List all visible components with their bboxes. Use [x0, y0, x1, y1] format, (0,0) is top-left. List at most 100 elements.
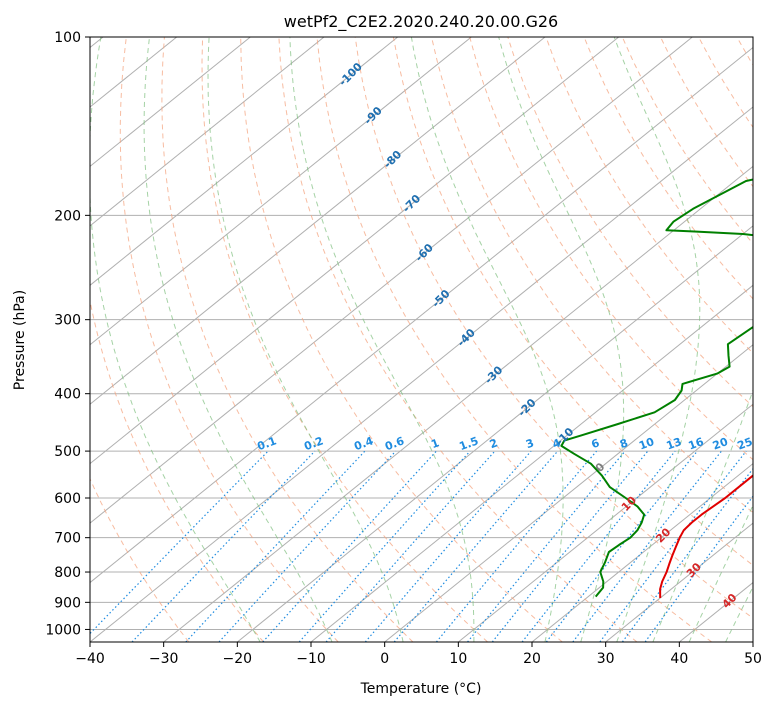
plot-background [90, 37, 753, 642]
isotherm--110 [90, 37, 325, 227]
mixing-ratio-line-9 [435, 450, 598, 642]
mixing-ratio-label-0: 0.1 [256, 434, 279, 453]
dry-adiabat-40 [316, 37, 713, 642]
y-tick-label-8: 900 [54, 595, 81, 611]
mixing-ratio-line-2 [185, 450, 366, 642]
x-tick-label-0: −40 [75, 651, 105, 667]
x-tick-label-7: 30 [597, 651, 615, 667]
moist-adiabat-40 [688, 504, 753, 642]
isotherm--60 [90, 37, 693, 524]
moist-adiabat-20 [410, 37, 564, 642]
isotherm-0 [384, 344, 753, 642]
mixing-ratio-line-4 [262, 450, 437, 642]
mixing-ratio-label-9: 6 [590, 436, 602, 451]
mixing-ratio-line-1 [131, 450, 316, 642]
plot-frame [89, 36, 754, 643]
mixing-ratio-line-10 [467, 450, 626, 642]
y-tick-label-7: 800 [54, 565, 81, 581]
dry-adiabat-30 [278, 37, 638, 642]
isotherm--100 [90, 37, 399, 286]
x-tick-label-4: 0 [380, 651, 389, 667]
dry-adiabat-100 [545, 37, 753, 354]
x-tick-label-3: −10 [296, 651, 326, 667]
y-tick-label-1: 200 [54, 208, 81, 224]
y-tick-label-5: 600 [54, 491, 81, 507]
dry-adiabat-60 [392, 37, 753, 566]
dry-adiabat-20 [240, 37, 563, 642]
y-tick-label-2: 300 [54, 313, 81, 329]
isotherm--50 [90, 46, 753, 584]
y-tick-label-0: 100 [54, 30, 81, 46]
isotherm--20 [237, 225, 753, 642]
mixing-ratio-line-6 [325, 450, 496, 642]
dry-adiabat-10 [201, 37, 488, 642]
moist-adiabat-45 [725, 585, 753, 642]
mixing-ratio-label-6: 2 [488, 436, 500, 451]
mixing-ratio-line-17 [644, 495, 753, 642]
mixing-ratio-label-11: 10 [637, 435, 656, 453]
mixing-ratio-lines [90, 450, 753, 642]
mixing-ratio-label-8: 4 [551, 436, 563, 451]
mixing-ratio-label-16: 30 [756, 435, 775, 453]
moist-adiabats [90, 37, 753, 642]
mixing-ratio-label-10: 8 [618, 436, 630, 451]
profile-line-0 [659, 474, 753, 599]
mixing-ratio-label-4: 1 [429, 436, 441, 451]
dry-adiabat-80 [469, 37, 753, 461]
x-tick-label-1: −30 [149, 651, 179, 667]
dry-adiabat--30 [90, 477, 190, 642]
mixing-ratio-label-7: 3 [524, 436, 536, 451]
y-tick-label-3: 400 [54, 387, 81, 403]
isotherm-30 [605, 522, 753, 642]
mixing-ratio-line-11 [491, 450, 649, 642]
isotherm-20 [531, 463, 753, 642]
moist-adiabat-0 [207, 37, 404, 642]
isotherm--70 [90, 37, 620, 465]
y-tick-label-4: 500 [54, 444, 81, 460]
profile-series [560, 178, 753, 599]
dry-adiabat--20 [90, 298, 264, 642]
chart-title: wetPf2_C2E2.2020.240.20.00.G26 [284, 12, 558, 32]
moist-adiabat--20 [90, 37, 261, 642]
mixing-ratio-label-15: 25 [736, 435, 755, 452]
isotherm--10 [310, 284, 753, 642]
moist-adiabat--10 [143, 37, 333, 642]
profile-line-1 [560, 178, 753, 598]
mixing-ratio-label-12: 13 [665, 435, 684, 452]
mixing-ratio-label-14: 20 [711, 435, 730, 453]
isotherm--80 [90, 37, 546, 405]
dry-adiabat-0 [161, 37, 414, 642]
mixing-ratio-line-3 [218, 450, 397, 642]
mixing-ratio-label-1: 0.2 [302, 434, 325, 453]
dry-adiabat-50 [354, 37, 753, 619]
moist-adiabat-10 [289, 37, 475, 642]
mixing-ratio-line-16 [621, 467, 753, 642]
isotherm--30 [163, 165, 753, 642]
moist-adiabat-35 [652, 388, 753, 642]
mixing-ratio-line-0 [90, 450, 269, 635]
y-tick-label-9: 1000 [45, 622, 81, 638]
x-tick-label-8: 40 [670, 651, 688, 667]
isotherm--40 [90, 106, 753, 642]
x-tick-label-2: −20 [223, 651, 253, 667]
x-tick-label-5: 10 [449, 651, 467, 667]
dry-adiabat-90 [507, 37, 753, 408]
isotherm--120 [90, 37, 251, 168]
isotherm-10 [458, 403, 753, 642]
mixing-ratio-line-12 [521, 450, 676, 642]
x-axis-label: Temperature (°C) [360, 681, 482, 697]
mixing-ratio-line-5 [298, 450, 471, 642]
y-axis-ticks: 100 200 300 400 500 600 700 800 900 1000 [45, 30, 90, 638]
dry-adiabat-70 [431, 37, 753, 514]
moist-adiabat-30 [613, 37, 701, 642]
mixing-ratio-label-5: 1.5 [458, 434, 481, 453]
isotherm-50 [752, 641, 753, 642]
mixing-ratio-label-13: 16 [687, 435, 706, 453]
x-axis-ticks: −40 −30 −20 −10 0 10 20 30 40 50 [75, 642, 762, 667]
mixing-ratio-label-3: 0.6 [383, 434, 406, 453]
mixing-ratio-line-15 [599, 450, 747, 642]
isotherm--90 [90, 37, 472, 346]
y-axis-label: Pressure (hPa) [12, 290, 28, 390]
x-tick-label-6: 20 [523, 651, 541, 667]
